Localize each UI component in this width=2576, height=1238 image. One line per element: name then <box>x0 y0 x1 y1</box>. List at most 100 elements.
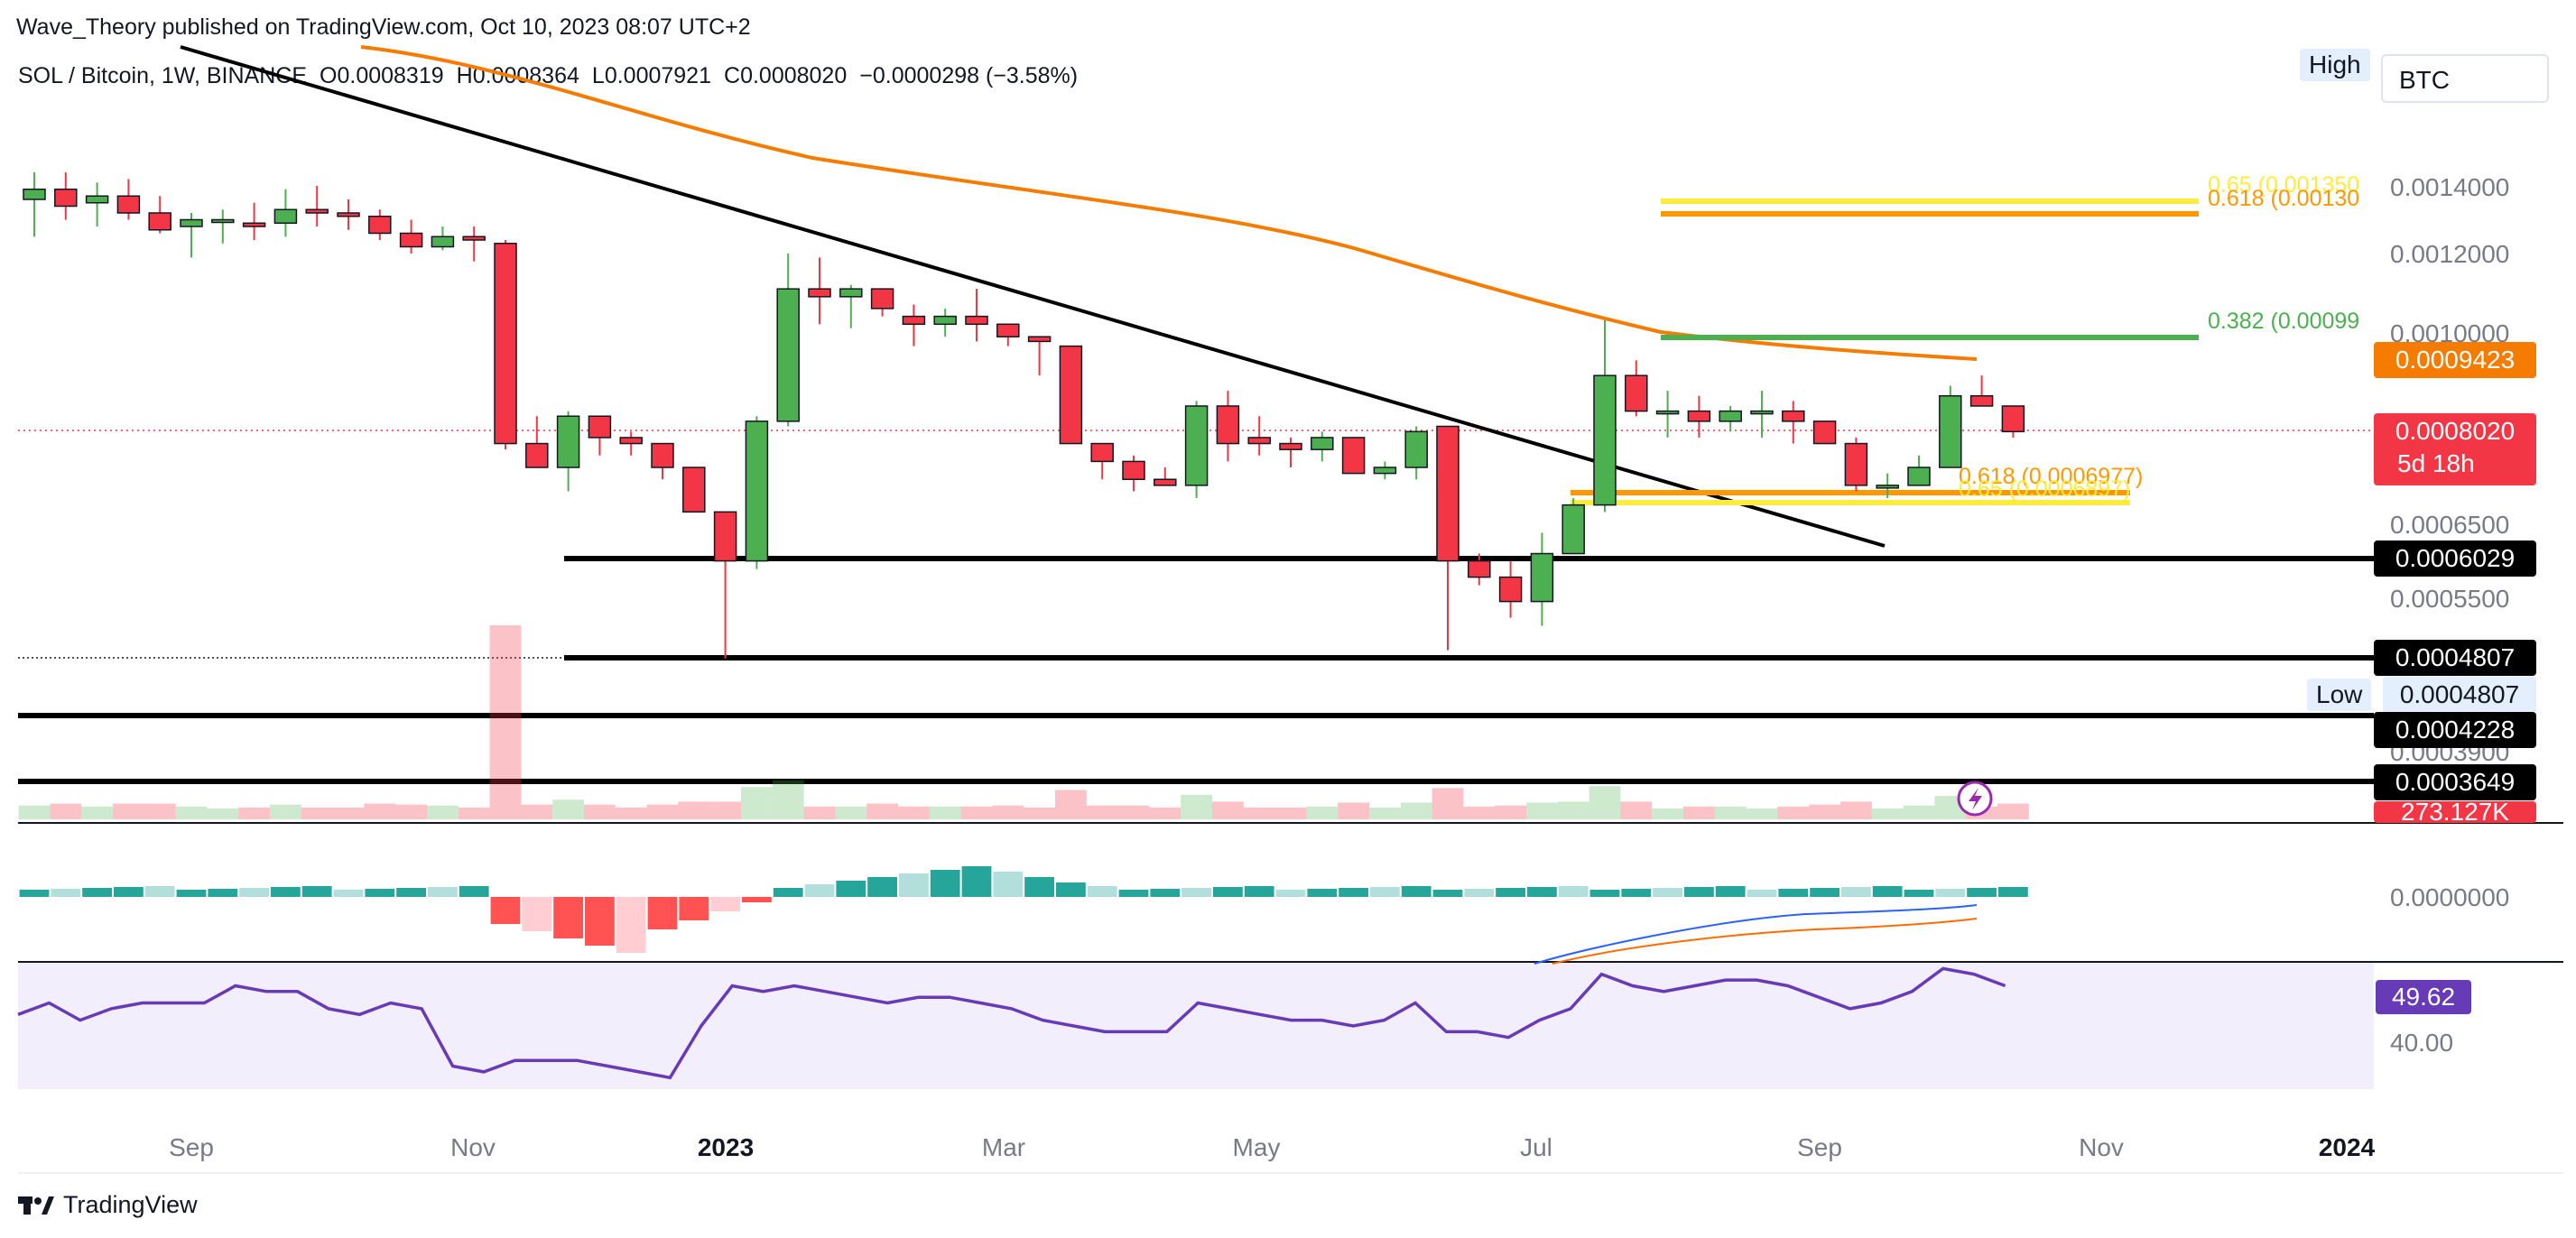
candle-body[interactable] <box>1216 405 1240 445</box>
candle-body[interactable] <box>996 323 1020 337</box>
candle-body[interactable] <box>1311 437 1334 450</box>
candle-body[interactable] <box>1184 405 1209 486</box>
candle-body[interactable] <box>1247 437 1271 445</box>
macd-bar <box>585 897 615 946</box>
candle-body[interactable] <box>1468 559 1491 578</box>
candle-body[interactable] <box>1122 460 1145 480</box>
candle-body[interactable] <box>1090 442 1114 463</box>
candle-body[interactable] <box>54 189 78 208</box>
candle-body[interactable] <box>305 208 329 214</box>
candle-body[interactable] <box>808 288 831 298</box>
last-price-tag: 0.0008020 5d 18h <box>2374 413 2536 485</box>
rsi-band <box>18 963 2374 1089</box>
macd-bar <box>1715 886 1746 897</box>
candle-body[interactable] <box>85 195 109 204</box>
candle-body[interactable] <box>1876 485 1899 489</box>
macd-bar <box>710 897 740 911</box>
open-value: 0.0008319 <box>337 63 444 88</box>
volume-bar <box>332 807 365 819</box>
candle-body[interactable] <box>211 218 235 224</box>
candle-body[interactable] <box>1844 442 1868 486</box>
candle-body[interactable] <box>23 189 46 200</box>
candle-body[interactable] <box>1404 430 1428 468</box>
candle-body[interactable] <box>368 216 392 235</box>
low-marker-button[interactable]: Low <box>2307 679 2372 711</box>
candle-body[interactable] <box>1750 410 1774 415</box>
candlestick-series[interactable] <box>23 172 2025 659</box>
candle-body[interactable] <box>682 467 706 513</box>
macd-bar <box>930 870 960 897</box>
candle-body[interactable] <box>651 442 674 468</box>
macd-bar <box>1496 888 1525 897</box>
macd-bar <box>1527 887 1557 897</box>
volume-bar <box>521 804 553 819</box>
candle-body[interactable] <box>902 315 926 326</box>
candle-body[interactable] <box>1687 410 1711 422</box>
candle-body[interactable] <box>870 288 894 310</box>
candle-body[interactable] <box>776 288 800 422</box>
candle-body[interactable] <box>525 442 549 468</box>
candle-body[interactable] <box>965 315 988 326</box>
candle-body[interactable] <box>462 236 486 241</box>
candle-body[interactable] <box>933 315 957 326</box>
symbol-name[interactable]: SOL / Bitcoin, 1W, BINANCE <box>18 63 308 88</box>
candle-body[interactable] <box>556 415 580 468</box>
candle-body[interactable] <box>588 415 612 439</box>
macd-bar <box>1872 886 1903 897</box>
candle-body[interactable] <box>1812 420 1837 445</box>
candle-body[interactable] <box>1279 442 1302 450</box>
candle-body[interactable] <box>273 208 298 224</box>
volume-bar <box>1432 788 1464 819</box>
symbol-legend[interactable]: SOL / Bitcoin, 1W, BINANCE O0.0008319 H0… <box>18 63 1079 89</box>
macd-bar <box>1810 888 1839 897</box>
candle-body[interactable] <box>1625 374 1648 412</box>
candle-body[interactable] <box>494 243 517 445</box>
open-label: O <box>320 63 338 88</box>
high-marker-button[interactable]: High <box>2300 49 2370 81</box>
volume-bar <box>1086 805 1118 819</box>
ohlc-open: O0.0008319 <box>320 63 444 89</box>
candle-body[interactable] <box>1593 374 1617 506</box>
candle-body[interactable] <box>1373 467 1397 475</box>
candle-body[interactable] <box>1530 552 1554 603</box>
candle-body[interactable] <box>1969 394 1994 407</box>
candle-body[interactable] <box>1655 410 1680 415</box>
candle-body[interactable] <box>619 437 643 445</box>
candle-body[interactable] <box>399 232 423 248</box>
candle-body[interactable] <box>1782 410 1805 422</box>
candle-body[interactable] <box>1341 437 1366 475</box>
candle-body[interactable] <box>431 236 455 248</box>
last-price-value: 0.0008020 <box>2395 417 2516 445</box>
candle-body[interactable] <box>1561 504 1585 555</box>
macd-bar <box>1653 888 1682 897</box>
currency-selector[interactable]: BTC <box>2381 54 2549 103</box>
macd-bar <box>208 889 238 897</box>
candle-body[interactable] <box>1154 478 1177 486</box>
volume-bar <box>458 807 490 819</box>
descending-trendline[interactable] <box>180 45 1886 548</box>
candle-body[interactable] <box>1498 576 1523 603</box>
volume-bar <box>113 803 144 819</box>
candle-body[interactable] <box>1719 410 1742 422</box>
volume-bar <box>1526 802 1558 819</box>
candle-body[interactable] <box>745 420 769 562</box>
candle-body[interactable] <box>713 511 737 562</box>
candle-body[interactable] <box>1059 345 1083 445</box>
candle-body[interactable] <box>1436 425 1459 562</box>
candle-body[interactable] <box>1907 467 1931 486</box>
candle-body[interactable] <box>242 222 266 227</box>
candle-body[interactable] <box>839 288 863 298</box>
volume-bar <box>803 806 836 819</box>
candle-body[interactable] <box>337 212 360 217</box>
macd-line <box>1534 904 1978 965</box>
lightning-icon[interactable] <box>1957 781 1993 817</box>
candle-body[interactable] <box>1027 336 1052 343</box>
candle-body[interactable] <box>180 218 203 227</box>
tradingview-brand[interactable]: TradingView <box>16 1191 198 1219</box>
candle-body[interactable] <box>148 212 171 231</box>
macd-bar <box>428 887 458 897</box>
candle-body[interactable] <box>116 195 141 214</box>
candle-body[interactable] <box>2001 405 2025 433</box>
candle-body[interactable] <box>1939 394 1962 468</box>
